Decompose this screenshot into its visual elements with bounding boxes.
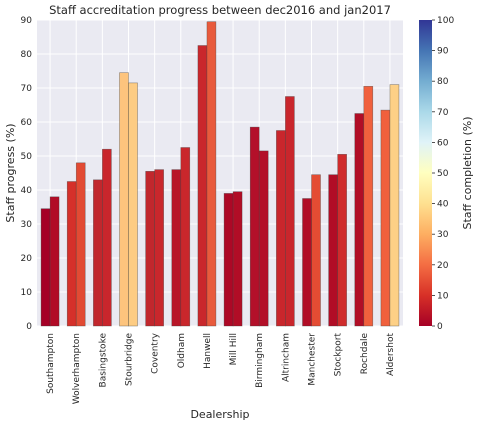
colorbar-tick-label: 10 [437, 291, 449, 301]
y-tick-label: 0 [26, 322, 32, 332]
bar-rochdale-jan2017 [363, 86, 374, 327]
y-tick-label: 80 [21, 50, 33, 60]
x-tick-label: Stourbridge [125, 333, 135, 386]
x-tick-label: Basingstoke [98, 333, 108, 388]
colorbar-tick-label: 80 [437, 77, 449, 87]
y-tick-label: 20 [21, 254, 33, 264]
y-axis-label: Staff progress (%) [4, 123, 17, 222]
x-tick-label: Coventry [151, 332, 161, 374]
bar-southampton-jan2017 [49, 196, 60, 327]
x-tick-label: Stockport [334, 333, 344, 377]
bar-rochdale-dec2016 [354, 113, 365, 327]
bar-aldershot-jan2017 [389, 84, 400, 327]
plot-area [37, 20, 403, 326]
colorbar-tick-label: 40 [437, 200, 449, 210]
bar-hanwell-jan2017 [206, 21, 217, 327]
colorbar [419, 20, 432, 326]
bar-birmingham-dec2016 [249, 126, 260, 327]
colorbar-tick-label: 0 [437, 322, 443, 332]
bar-oldham-dec2016 [171, 169, 182, 327]
colorbar-tick-label: 70 [437, 108, 449, 118]
colorbar-tick-label: 20 [437, 261, 449, 271]
x-axis-label: Dealership [190, 408, 249, 421]
y-tick-label: 50 [21, 152, 33, 162]
x-tick-label: Wolverhampton [72, 333, 82, 404]
bar-basingstoke-jan2017 [102, 148, 112, 327]
x-tick-label: Aldershot [386, 333, 396, 377]
colorbar-tick-label: 100 [437, 16, 454, 26]
bar-aldershot-dec2016 [380, 109, 391, 327]
x-tick-label: Manchester [308, 333, 318, 386]
bar-manchester-jan2017 [311, 174, 321, 327]
bar-mill-hill-jan2017 [232, 191, 243, 327]
y-axis-ticks: 0 10 20 30 40 50 60 70 80 90 [21, 16, 33, 332]
bar-altrincham-jan2017 [285, 96, 295, 327]
colorbar-label: Staff completion (%) [461, 116, 474, 229]
bar-mill-hill-dec2016 [223, 193, 234, 327]
colorbar-tick-label: 30 [437, 230, 449, 240]
bar-manchester-dec2016 [302, 198, 312, 327]
x-tick-label: Oldham [177, 333, 187, 368]
bar-hanwell-dec2016 [197, 45, 208, 327]
colorbar-ticks: 0 10 20 30 40 50 60 70 80 90 100 [432, 16, 454, 332]
bar-wolverhampton-jan2017 [75, 162, 86, 327]
chart-title: Staff accreditation progress between dec… [49, 3, 391, 17]
bar-stourbridge-dec2016 [119, 72, 129, 327]
bar-altrincham-dec2016 [276, 130, 286, 327]
bar-southampton-dec2016 [40, 208, 51, 327]
bar-birmingham-jan2017 [258, 150, 269, 327]
colorbar-tick-label: 50 [437, 169, 449, 179]
x-tick-label: Southampton [46, 333, 56, 394]
y-tick-label: 90 [21, 16, 33, 26]
y-tick-label: 10 [21, 288, 33, 298]
y-tick-label: 30 [21, 220, 33, 230]
bar-stourbridge-jan2017 [128, 82, 138, 327]
y-tick-label: 70 [21, 84, 33, 94]
x-tick-label: Birmingham [255, 333, 265, 388]
bar-coventry-dec2016 [145, 171, 155, 327]
colorbar-tick-label: 90 [437, 47, 449, 57]
y-tick-label: 40 [21, 186, 33, 196]
colorbar-tick-label: 60 [437, 138, 449, 148]
x-tick-label: Rochdale [360, 333, 370, 375]
bar-basingstoke-dec2016 [93, 179, 103, 327]
x-tick-label: Altrincham [281, 333, 291, 382]
bar-stockport-dec2016 [328, 174, 338, 327]
x-tick-label: Mill Hill [229, 333, 239, 365]
bar-coventry-jan2017 [154, 169, 164, 327]
x-axis-ticks: Southampton Wolverhampton Basingstoke Stour… [46, 332, 396, 404]
x-tick-label: Hanwell [203, 333, 213, 369]
bar-wolverhampton-dec2016 [66, 181, 77, 327]
bar-oldham-jan2017 [180, 147, 191, 327]
y-tick-label: 60 [21, 118, 33, 128]
bars [40, 21, 400, 327]
bar-stockport-jan2017 [337, 154, 347, 327]
